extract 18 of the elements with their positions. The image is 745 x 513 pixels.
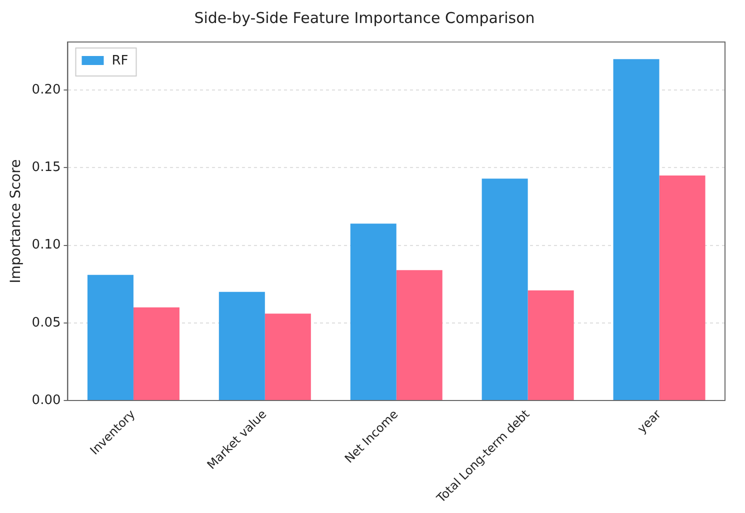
- y-tick-label: 0.15: [32, 160, 61, 176]
- bar: [528, 290, 574, 400]
- legend-label: RF: [112, 53, 128, 68]
- bar: [350, 224, 396, 400]
- bar: [87, 274, 134, 400]
- bar: [482, 178, 528, 400]
- bar: [264, 314, 311, 400]
- chart-title: Side-by-Side Feature Importance Comparison: [194, 8, 535, 27]
- bar: [659, 175, 706, 400]
- bar: [396, 270, 442, 400]
- y-tick-label: 0.05: [32, 315, 61, 330]
- y-axis-title: Importance Score: [8, 159, 24, 284]
- bar: [613, 59, 660, 400]
- bar: [133, 307, 180, 400]
- y-tick-label: 0.20: [32, 82, 61, 98]
- y-tick-label: 0.00: [32, 392, 61, 408]
- bar: [218, 292, 265, 400]
- y-tick-label: 0.10: [32, 238, 61, 253]
